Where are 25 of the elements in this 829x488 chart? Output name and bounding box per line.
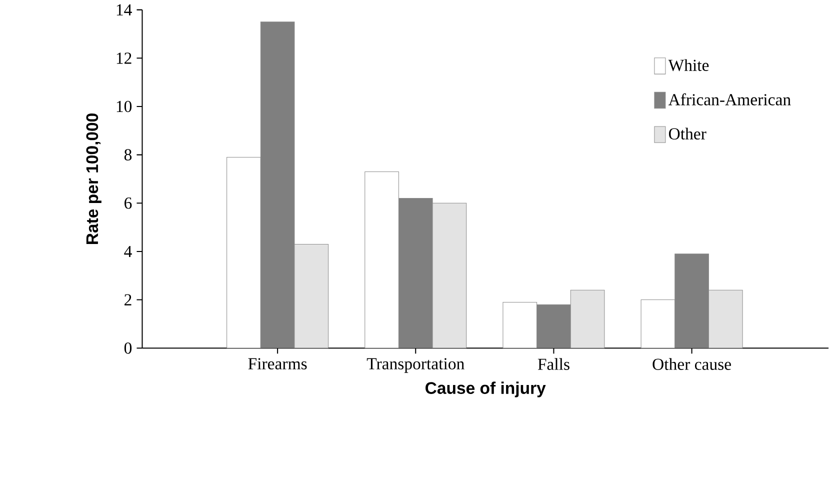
bar (294, 244, 329, 348)
bar (570, 290, 605, 348)
x-tick-label: Transportation (366, 358, 464, 373)
x-axis-title: Cause of injury (426, 382, 546, 398)
y-tick-label: 8 (124, 149, 132, 160)
x-tick-label: Firearms (248, 358, 307, 370)
y-tick-label: 4 (124, 246, 132, 257)
bar (260, 22, 295, 348)
bar (432, 202, 467, 348)
y-tick-label: 12 (116, 52, 132, 64)
bar (398, 198, 433, 348)
y-tick-label: 6 (124, 197, 132, 209)
bar (536, 304, 571, 348)
y-tick-label: 14 (116, 4, 132, 16)
bar (708, 290, 743, 348)
legend-label: White (668, 59, 709, 71)
legend-label: African-American (668, 93, 791, 106)
legend-label: Other (668, 128, 706, 140)
bar (674, 253, 709, 348)
y-tick-label: 10 (116, 100, 132, 112)
y-tick-label: 2 (124, 294, 132, 306)
y-axis-title: Rate per 100,000 (86, 113, 102, 244)
y-tick-label: 0 (124, 342, 132, 354)
x-tick-label: Other cause (652, 358, 731, 370)
x-tick-label: Falls (538, 358, 570, 370)
